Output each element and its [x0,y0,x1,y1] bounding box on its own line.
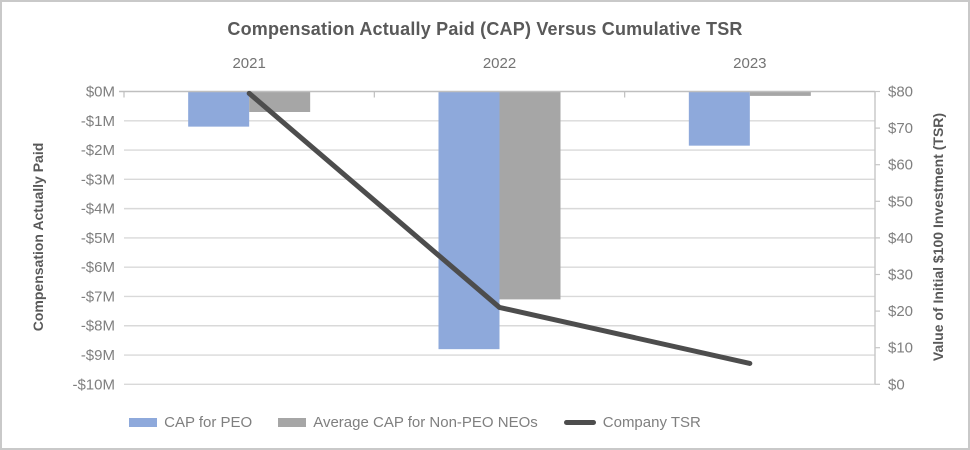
category-label-2022: 2022 [483,55,516,72]
cap-peo-swatch [129,417,158,427]
right-axis-tick-label: $50 [888,193,913,210]
legend-item-nonpeo-neos: Average CAP for Non-PEO NEOs [278,414,538,431]
bar-nonpeo-neos-2023 [749,91,811,96]
right-axis-tick-label: $80 [888,84,913,101]
left-axis-tick-label: -$1M [81,113,115,130]
bar-cap-peo-2021 [188,91,250,127]
category-label-2021: 2021 [232,55,265,72]
bar-nonpeo-neos-2022 [499,91,561,300]
left-axis-tick-label: $0M [86,84,115,101]
right-axis-tick-label: $60 [888,157,913,174]
right-axis-tick-label: $0 [888,376,905,393]
nonpeo-neos-swatch [278,417,307,427]
right-axis-tick-label: $10 [888,340,913,357]
left-axis-tick-label: -$9M [81,347,115,364]
legend-label-company-tsr: Company TSR [602,413,701,431]
legend: CAP for PEO Average CAP for Non-PEO NEOs… [2,410,968,434]
right-axis-tick-label: $70 [888,120,913,137]
bar-cap-peo-2022 [438,91,500,350]
legend-label-nonpeo-neos: Average CAP for Non-PEO NEOs [313,413,538,431]
left-axis-tick-label: -$5M [81,230,115,247]
left-axis-tick-label: -$7M [81,288,115,305]
legend-item-company-tsr: Company TSR [563,413,701,431]
company-tsr-line-swatch [563,419,596,425]
chart-title: Compensation Actually Paid (CAP) Versus … [227,19,743,39]
left-axis-tick-label: -$6M [81,259,115,276]
category-label-2023: 2023 [733,55,766,72]
left-axis-tick-label: -$4M [81,201,115,218]
company-tsr-line [246,90,753,366]
left-axis-tick-label: -$3M [81,171,115,188]
right-axis-tick-label: $30 [888,267,913,284]
right-axis-tick-label: $20 [888,303,913,320]
left-axis-tick-label: -$8M [81,318,115,335]
left-axis-tick-label: -$2M [81,142,115,159]
right-axis-tick-label: $40 [888,230,913,247]
legend-label-cap-peo: CAP for PEO [164,413,253,431]
bar-cap-peo-2023 [688,91,750,146]
legend-item-cap-peo: CAP for PEO [129,414,252,431]
left-axis-tick-label: -$10M [72,376,115,393]
